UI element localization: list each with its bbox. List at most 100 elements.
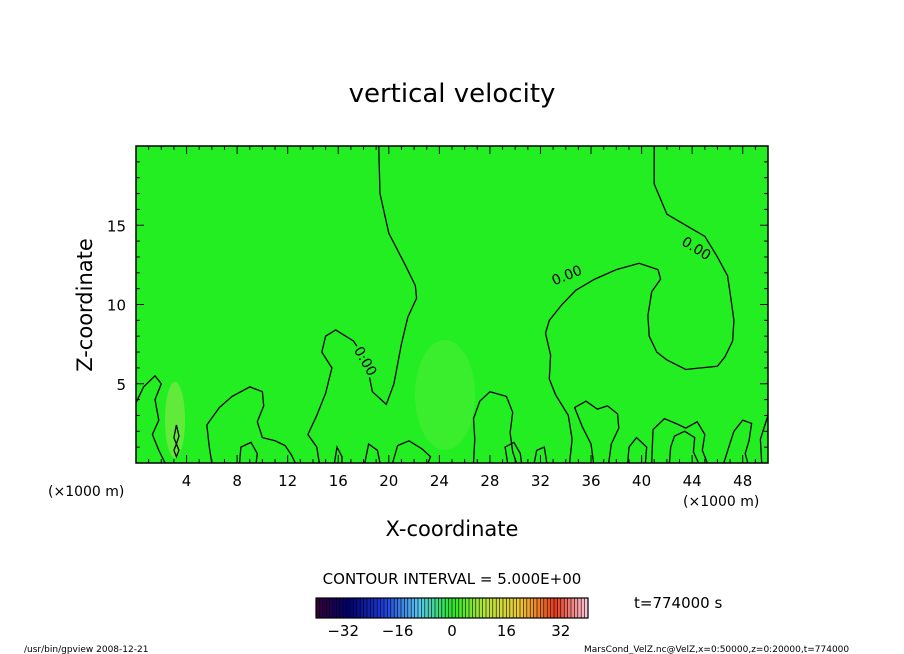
colorbar-segment <box>516 598 521 618</box>
colorbar-segment <box>390 598 395 618</box>
colorbar-ticks: −32 −16 0 16 32 <box>327 622 570 640</box>
colorbar-segment <box>526 598 531 618</box>
colorbar-segment <box>428 598 432 618</box>
colorbar-segment <box>465 598 470 618</box>
colorbar-tick-label: 32 <box>551 622 570 640</box>
contour-line <box>173 442 180 459</box>
colorbar-segment <box>496 598 500 618</box>
x-tick-label: 44 <box>683 472 702 490</box>
colorbar-segment <box>479 598 483 618</box>
x-unit-label-right: (×1000 m) <box>683 494 759 510</box>
colorbar <box>315 597 589 619</box>
x-axis-ticks: 4 8 12 16 20 24 28 32 36 40 44 48 <box>148 146 756 490</box>
x-tick-label: 24 <box>430 472 449 490</box>
x-tick-label: 12 <box>278 472 297 490</box>
colorbar-segment <box>431 598 436 618</box>
y-tick-label: 15 <box>107 217 126 235</box>
colorbar-segment <box>404 598 409 618</box>
contour-line <box>544 146 735 464</box>
colorbar-segment <box>503 598 507 618</box>
colorbar-segment <box>543 598 548 618</box>
plot-area: 0.000.000.000.000.000.00 4 8 12 16 20 24 28 32 3… <box>107 145 769 490</box>
y-axis-label: Z-coordinate <box>73 238 97 372</box>
y-tick-label: 10 <box>107 297 126 315</box>
contour-line <box>573 400 620 464</box>
colorbar-segment <box>445 598 449 618</box>
footer-right: MarsCond_VelZ.nc@VelZ,x=0:50000,z=0:2000… <box>584 645 849 654</box>
contour-line <box>533 446 548 464</box>
colorbar-segment <box>469 598 473 618</box>
colorbar-tick-label: −16 <box>382 622 414 640</box>
y-axis-ticks: 5 10 15 <box>107 161 768 448</box>
colorbar-segment <box>557 598 562 618</box>
colorbar-segment <box>336 598 341 618</box>
x-tick-label: 8 <box>232 472 242 490</box>
colorbar-tick-label: 0 <box>447 622 457 640</box>
colorbar-segment <box>441 598 446 618</box>
colorbar-segment <box>506 598 511 618</box>
colorbar-segment <box>584 598 589 618</box>
contour-lines <box>135 145 769 464</box>
colorbar-segment <box>560 598 565 618</box>
contour-line <box>307 145 418 464</box>
colorbar-segment <box>577 598 582 618</box>
colorbar-segment <box>435 598 439 618</box>
x-tick-label: 32 <box>531 472 550 490</box>
colorbar-segment <box>571 598 575 618</box>
colorbar-segment <box>333 598 337 618</box>
colorbar-segment <box>384 598 388 618</box>
colorbar-segment <box>574 598 579 618</box>
colorbar-segment <box>520 598 524 618</box>
colorbar-segment <box>370 598 375 618</box>
colorbar-segment <box>438 598 443 618</box>
colorbar-segment <box>554 598 558 618</box>
colorbar-segment <box>343 598 347 618</box>
colorbar-segment <box>346 598 351 618</box>
updraft-blob <box>415 340 475 450</box>
colorbar-segment <box>407 598 412 618</box>
colorbar-segment <box>326 598 330 618</box>
colorbar-segment <box>499 598 504 618</box>
colorbar-segment <box>380 598 385 618</box>
colorbar-segment <box>482 598 487 618</box>
colorbar-segment <box>537 598 541 618</box>
contour-line <box>504 441 523 464</box>
colorbar-segment <box>458 598 463 618</box>
colorbar-segment <box>387 598 392 618</box>
colorbar-segment <box>411 598 415 618</box>
colorbar-segment <box>397 598 402 618</box>
colorbar-segment <box>523 598 528 618</box>
contour-line <box>759 415 769 464</box>
colorbar-segment <box>367 598 371 618</box>
colorbar-segment <box>363 598 368 618</box>
contour-line <box>668 430 700 464</box>
chart-title: vertical velocity <box>349 79 556 109</box>
colorbar-segment <box>452 598 456 618</box>
contour-line <box>627 436 648 464</box>
contour-line <box>391 440 432 464</box>
colorbar-segment <box>489 598 494 618</box>
colorbar-segment <box>377 598 381 618</box>
colorbar-segment <box>475 598 480 618</box>
colorbar-segment <box>418 598 422 618</box>
x-axis-label: X-coordinate <box>386 517 519 541</box>
colorbar-segment <box>448 598 453 618</box>
contour-line <box>135 374 166 464</box>
colorbar-segment <box>567 598 572 618</box>
colorbar-segment <box>513 598 517 618</box>
contour-line <box>651 417 708 464</box>
colorbar-segment <box>564 598 568 618</box>
contour-line <box>364 442 381 464</box>
x-tick-label: 36 <box>581 472 600 490</box>
colorbar-segment <box>356 598 361 618</box>
colorbar-segment <box>547 598 551 618</box>
footer-left: /usr/bin/gpview 2008-12-21 <box>24 645 148 654</box>
colorbar-segment <box>462 598 466 618</box>
colorbar-segment <box>373 598 378 618</box>
contour-interval-label: CONTOUR INTERVAL = 5.000E+00 <box>323 570 582 588</box>
colorbar-segment <box>540 598 545 618</box>
time-label: t=774000 s <box>634 594 722 612</box>
x-tick-label: 28 <box>480 472 499 490</box>
colorbar-tick-label: 16 <box>497 622 516 640</box>
